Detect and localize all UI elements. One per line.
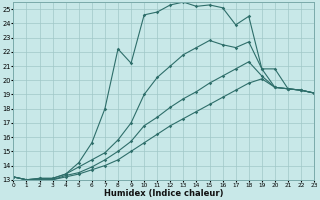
X-axis label: Humidex (Indice chaleur): Humidex (Indice chaleur): [104, 189, 223, 198]
